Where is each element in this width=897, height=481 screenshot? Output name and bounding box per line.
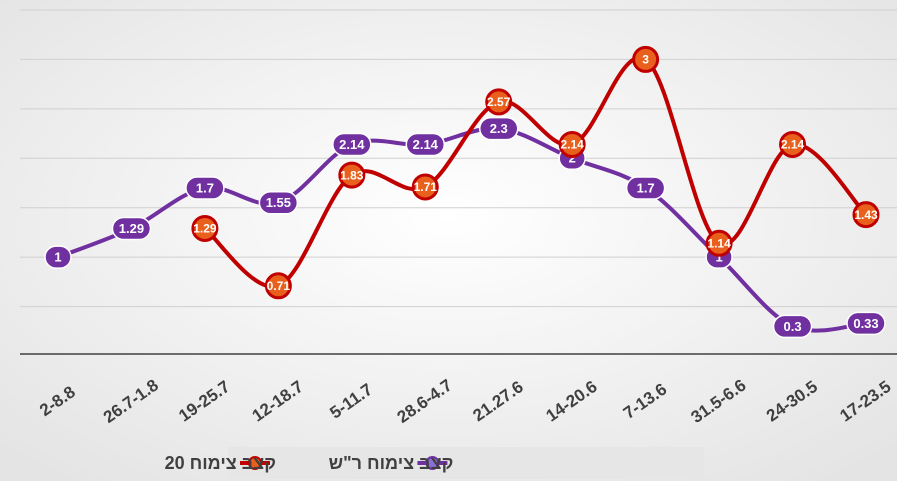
data-label: 2.14 <box>339 137 365 152</box>
data-label: 1.14 <box>707 236 731 250</box>
data-marker <box>478 116 519 141</box>
legend-box <box>228 447 704 479</box>
data-label: 1.43 <box>854 208 878 222</box>
data-label: 1 <box>54 250 61 265</box>
data-marker <box>558 130 586 158</box>
data-marker <box>705 229 733 257</box>
legend-label: קצב צימוח 20 <box>165 453 276 473</box>
data-label: 1.29 <box>193 222 217 236</box>
data-marker <box>625 176 666 200</box>
data-marker <box>258 191 299 215</box>
data-marker <box>264 272 292 300</box>
data-label: 2.57 <box>487 95 511 109</box>
data-label: 1 <box>715 250 722 265</box>
data-marker <box>772 314 813 339</box>
data-label: 3 <box>642 53 649 67</box>
data-marker <box>111 216 152 241</box>
data-label: 1.83 <box>340 168 364 182</box>
legend-marker <box>425 456 440 470</box>
data-marker <box>779 130 807 158</box>
data-label: 1.7 <box>637 180 655 195</box>
data-marker <box>405 132 446 157</box>
data-label: 0.3 <box>784 319 802 334</box>
data-label: 1.55 <box>266 195 291 210</box>
data-marker <box>185 176 225 200</box>
data-label: 1.7 <box>196 180 214 195</box>
data-label: 2 <box>569 151 576 166</box>
legend-label: קצב צימוח ר"ש <box>329 453 454 473</box>
series-line <box>203 55 868 289</box>
data-label: 0.33 <box>853 316 878 331</box>
data-marker <box>338 161 366 189</box>
data-label: 1.29 <box>119 221 144 236</box>
data-marker <box>846 311 886 336</box>
legend-marker <box>248 456 262 470</box>
data-marker <box>191 214 219 242</box>
data-label: 1.71 <box>414 180 438 194</box>
data-marker <box>411 173 439 201</box>
data-label: 2.14 <box>781 138 805 152</box>
data-marker <box>632 45 660 73</box>
data-label: 2.3 <box>490 121 508 136</box>
data-marker <box>44 245 72 269</box>
data-marker <box>852 201 880 229</box>
data-label: 2.14 <box>561 138 585 152</box>
data-marker <box>332 132 372 157</box>
data-label: 2.14 <box>413 137 439 152</box>
data-marker <box>485 88 513 116</box>
data-label: 0.71 <box>267 279 291 293</box>
